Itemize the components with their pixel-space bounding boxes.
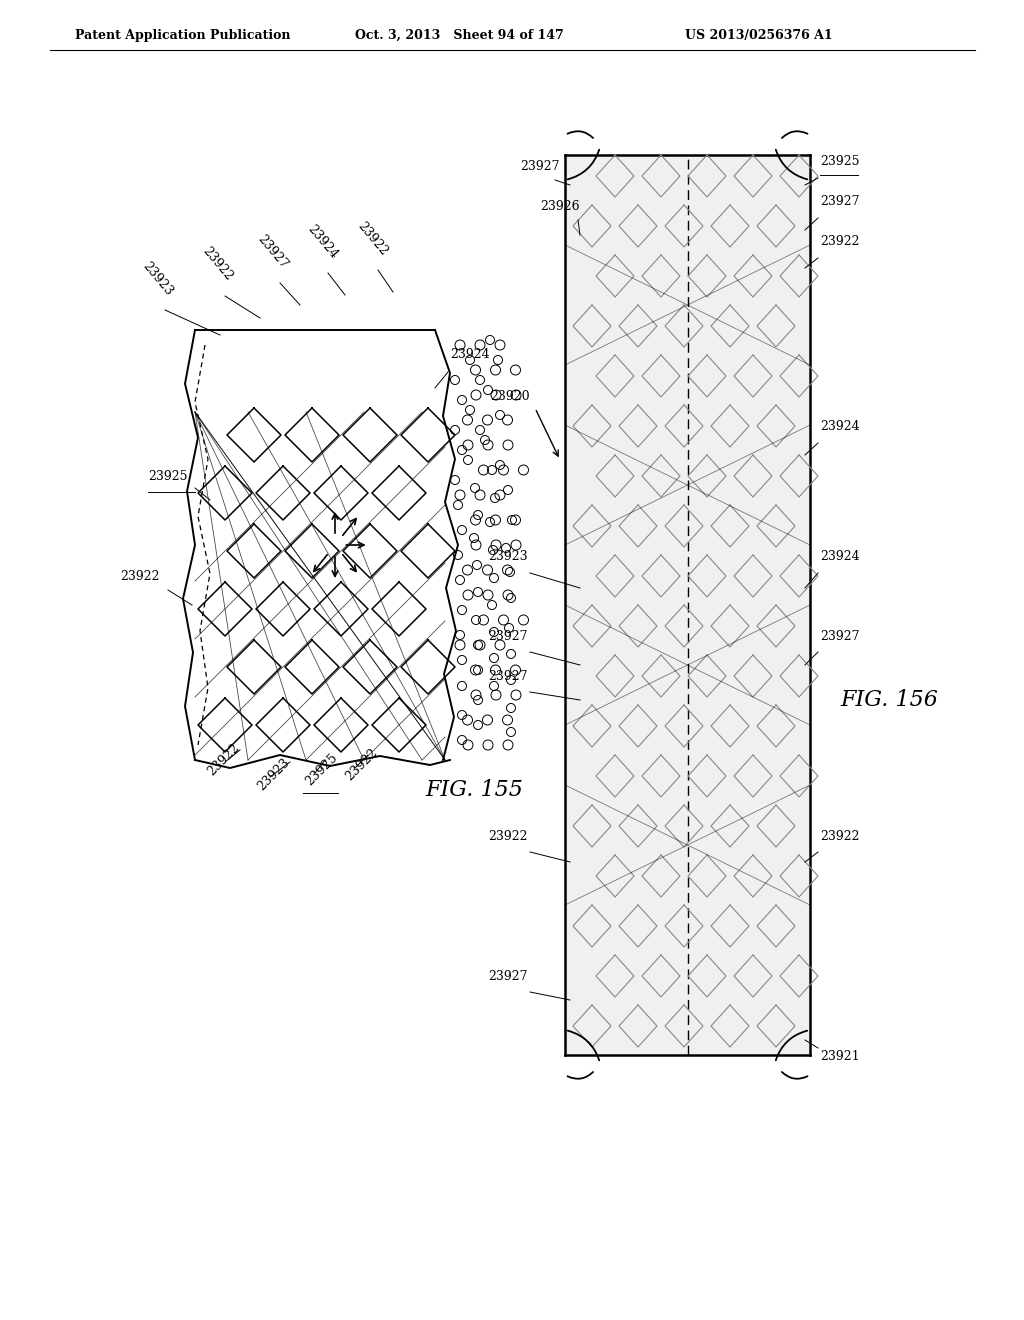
Text: 23922: 23922: [120, 570, 160, 583]
Text: FIG. 155: FIG. 155: [425, 779, 523, 801]
Text: FIG. 156: FIG. 156: [840, 689, 938, 711]
Text: 23922: 23922: [488, 830, 527, 843]
Text: 23927: 23927: [520, 160, 559, 173]
Text: US 2013/0256376 A1: US 2013/0256376 A1: [685, 29, 833, 41]
Bar: [566, 156, 809, 1053]
Text: 23927: 23927: [488, 970, 527, 983]
Text: 23922: 23922: [820, 830, 859, 843]
Text: 23926: 23926: [540, 201, 580, 213]
Text: 23923: 23923: [255, 756, 292, 793]
Text: Patent Application Publication: Patent Application Publication: [75, 29, 291, 41]
Text: 23927: 23927: [488, 671, 527, 682]
Text: Oct. 3, 2013   Sheet 94 of 147: Oct. 3, 2013 Sheet 94 of 147: [355, 29, 564, 41]
Text: 23925: 23925: [820, 154, 859, 168]
Text: 23923: 23923: [140, 259, 175, 298]
Text: 23923: 23923: [488, 550, 527, 564]
Text: 23924: 23924: [305, 222, 340, 261]
Text: 23921: 23921: [820, 1049, 859, 1063]
Text: 23925: 23925: [303, 751, 340, 788]
Text: 23927: 23927: [820, 630, 859, 643]
Text: 23922: 23922: [200, 244, 236, 282]
Text: 23922: 23922: [205, 741, 242, 777]
Text: 23920: 23920: [490, 389, 529, 403]
Text: 23927: 23927: [488, 630, 527, 643]
Text: 23924: 23924: [450, 348, 489, 360]
Text: 23922: 23922: [820, 235, 859, 248]
Text: 23922: 23922: [343, 746, 380, 783]
Text: 23927: 23927: [255, 232, 291, 271]
Text: 23924: 23924: [820, 420, 859, 433]
Text: 23927: 23927: [820, 195, 859, 209]
Text: 23924: 23924: [820, 550, 859, 564]
Text: 23925: 23925: [148, 470, 187, 483]
Text: 23922: 23922: [355, 219, 390, 257]
